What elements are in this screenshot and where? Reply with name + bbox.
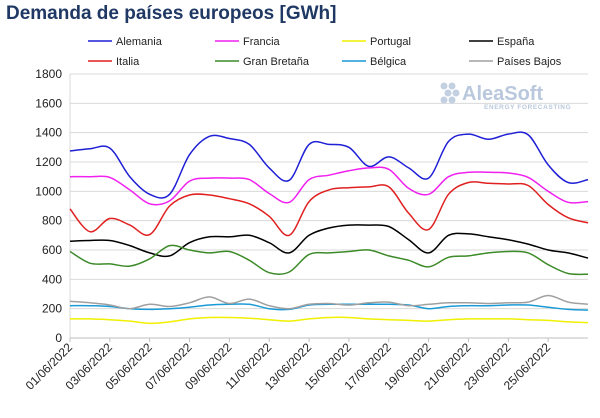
- series-line-francia: [69, 166, 589, 206]
- logo-icon: [440, 82, 460, 104]
- y-tick-label: 1000: [35, 184, 62, 198]
- y-tick-label: 600: [42, 243, 62, 257]
- y-tick-label: 400: [42, 272, 62, 286]
- y-tick-label: 1400: [35, 126, 62, 140]
- y-tick-label: 1800: [35, 67, 62, 81]
- series-line-italia: [69, 181, 589, 237]
- series-line-portugal: [69, 316, 589, 325]
- chart-title: Demanda de países europeos [GWh]: [6, 3, 337, 24]
- legend-label: Francia: [243, 36, 281, 48]
- legend-label: Países Bajos: [497, 56, 562, 68]
- y-tick-label: 1600: [35, 96, 62, 110]
- y-tick-label: 0: [55, 331, 62, 345]
- y-tick-label: 1200: [35, 155, 62, 169]
- series-line-paises-bajos: [69, 294, 589, 310]
- logo-tagline: ENERGY FORECASTING: [484, 104, 571, 111]
- series-line-belgica: [69, 303, 589, 311]
- logo-name: AleaSoft: [462, 83, 543, 105]
- series-line-gran-bretana: [69, 244, 589, 276]
- aleasoft-logo: AleaSoft ENERGY FORECASTING: [440, 82, 571, 111]
- legend: Alemania Francia Portugal España Italia Gran …: [88, 36, 562, 68]
- legend-label: Italia: [116, 56, 140, 68]
- legend-label: Gran Bretaña: [243, 56, 310, 68]
- grid: [69, 73, 588, 339]
- y-tick-label: 800: [42, 214, 62, 228]
- legend-label: Portugal: [370, 36, 411, 48]
- y-axis: 0 200 400 600 800 1000 1200 1400 1600 1800: [35, 67, 62, 345]
- series-lines: [69, 131, 589, 325]
- legend-label: Alemania: [116, 36, 163, 48]
- legend-label: España: [497, 36, 535, 48]
- x-axis: 01/06/202203/06/202205/06/202207/06/2022…: [23, 337, 588, 393]
- series-line-alemania: [69, 131, 589, 199]
- y-tick-label: 200: [42, 302, 62, 316]
- legend-label: Bélgica: [370, 56, 407, 68]
